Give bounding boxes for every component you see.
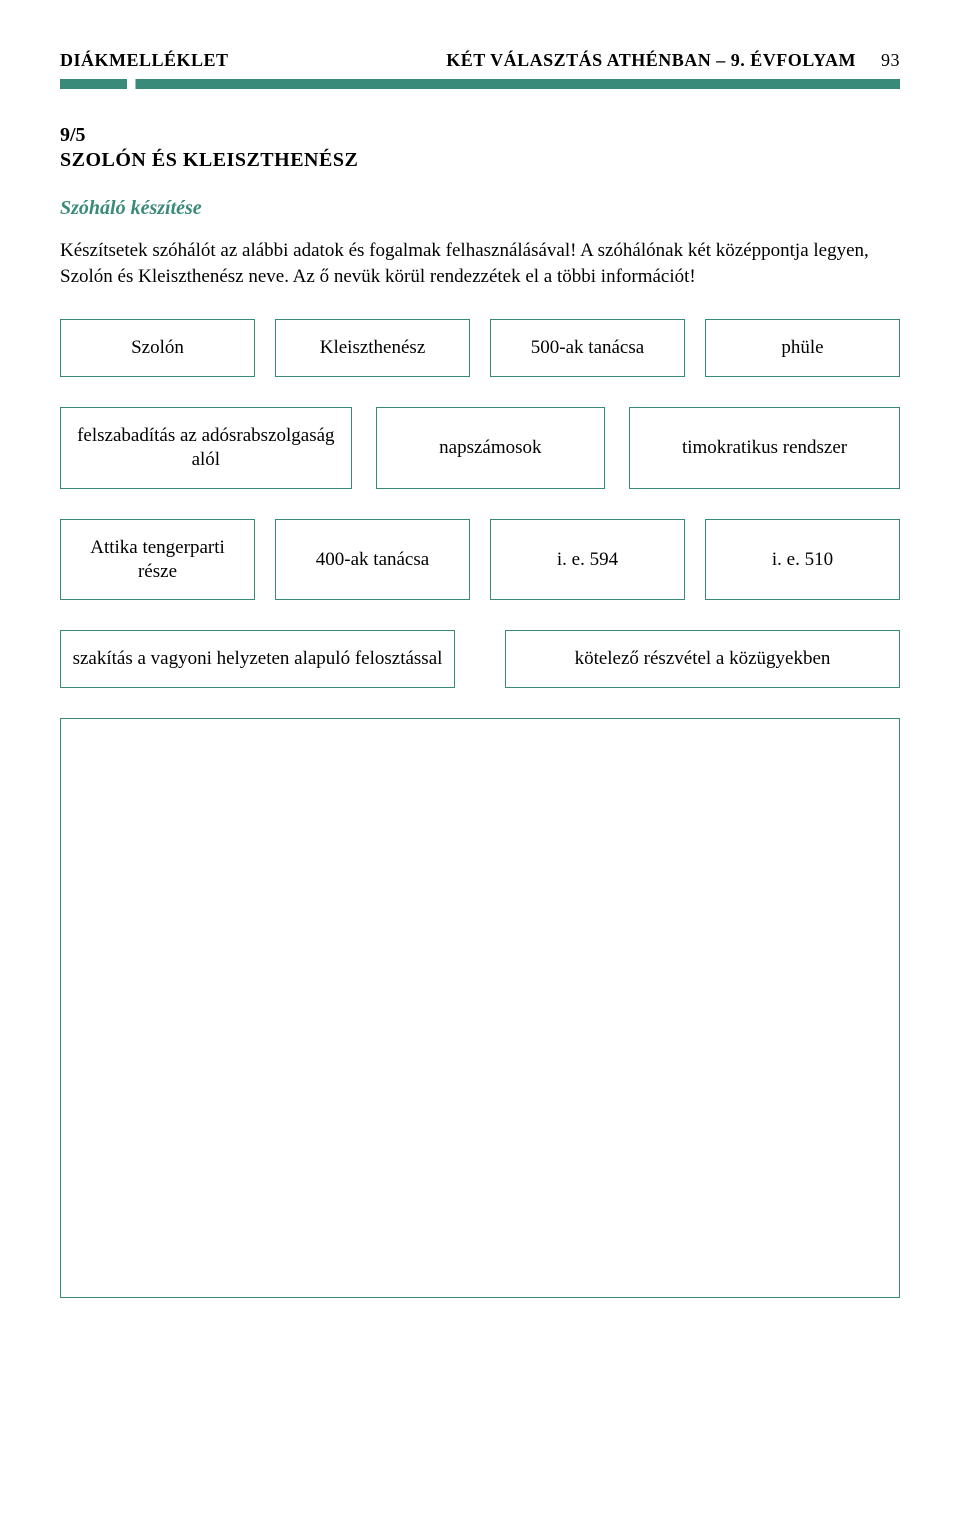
concept-box: felszabadítás az adósrabszolgaság alól [60, 407, 352, 489]
concept-box: timokratikus rendszer [629, 407, 900, 489]
concept-box: phüle [705, 319, 900, 377]
page-number: 93 [881, 50, 900, 70]
header-right-title: KÉT VÁLASZTÁS ATHÉNBAN – 9. ÉVFOLYAM [446, 50, 856, 70]
concept-box: 400-ak tanácsa [275, 519, 470, 601]
box-row-2: felszabadítás az adósrabszolgaság alól n… [60, 407, 900, 489]
answer-area-box [60, 718, 900, 1298]
section-title: SZOLÓN ÉS KLEISZTHENÉSZ [60, 149, 900, 172]
header-right: KÉT VÁLASZTÁS ATHÉNBAN – 9. ÉVFOLYAM 93 [446, 50, 900, 71]
concept-box: Szolón [60, 319, 255, 377]
concept-box: napszámosok [376, 407, 605, 489]
section-number: 9/5 [60, 124, 900, 147]
header-left-label: DIÁKMELLÉKLET [60, 50, 229, 71]
box-row-4: szakítás a vagyoni helyzeten alapuló fel… [60, 630, 900, 688]
divider-bar [60, 79, 900, 89]
concept-box: szakítás a vagyoni helyzeten alapuló fel… [60, 630, 455, 688]
concept-box: i. e. 510 [705, 519, 900, 601]
concept-box: kötelező részvétel a közügyekben [505, 630, 900, 688]
body-text: Készítsetek szóhálót az alábbi adatok és… [60, 238, 900, 289]
box-row-1: Szolón Kleiszthenész 500-ak tanácsa phül… [60, 319, 900, 377]
concept-box: Attika tengerparti része [60, 519, 255, 601]
box-row-3: Attika tengerparti része 400-ak tanácsa … [60, 519, 900, 601]
concept-box: i. e. 594 [490, 519, 685, 601]
section-subtitle: Szóháló készítése [60, 197, 900, 220]
concept-box: Kleiszthenész [275, 319, 470, 377]
page-header: DIÁKMELLÉKLET KÉT VÁLASZTÁS ATHÉNBAN – 9… [60, 50, 900, 71]
concept-box: 500-ak tanácsa [490, 319, 685, 377]
